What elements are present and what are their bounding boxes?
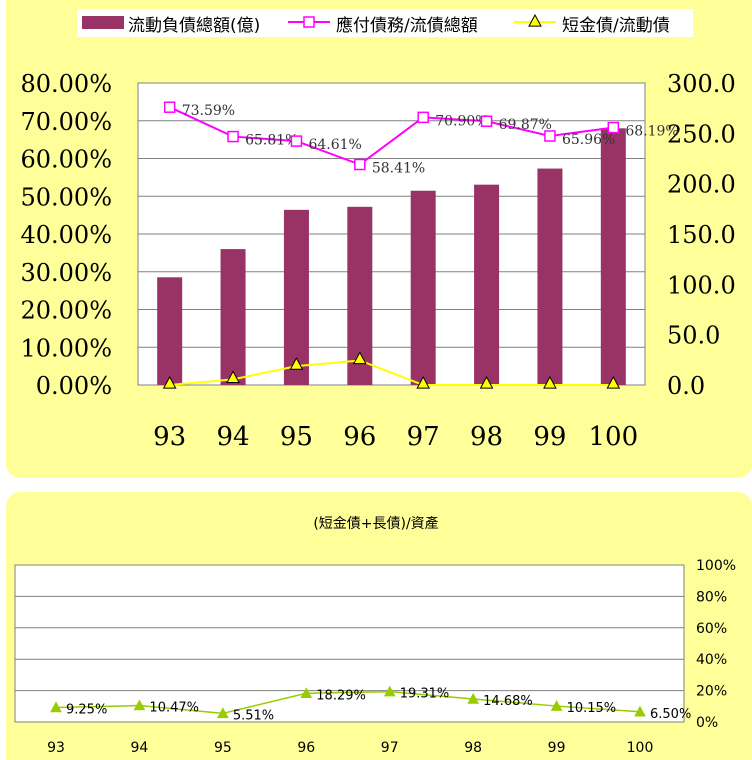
top-right-tick-label: 0.0: [667, 372, 705, 400]
top-right-tick-label: 100.0: [667, 271, 736, 299]
legend-label-current-liabilities: 流動負債總額(億): [128, 16, 260, 36]
legend-bar-swatch: [82, 16, 124, 29]
payable-data-label: 58.41%: [372, 161, 425, 177]
line-debt-to-assets: [55, 690, 641, 715]
top-right-tick-label: 250.0: [667, 120, 736, 148]
top-x-tick-label: 100: [588, 422, 638, 452]
top-x-tick-label: 94: [217, 422, 250, 452]
payable-data-label: 65.81%: [245, 133, 298, 149]
legend-label-payable-ratio: 應付債務/流債總額: [336, 15, 478, 36]
payable-marker: [163, 101, 176, 113]
top-x-tick-label: 95: [280, 422, 313, 452]
debt-to-assets-marker: [300, 687, 313, 699]
bottom-right-tick-label: 0%: [696, 715, 718, 731]
legend-payable-marker: [303, 16, 315, 28]
top-left-tick-label: 10.00%: [20, 334, 112, 362]
debt-to-assets-data-label: 5.51%: [233, 708, 274, 723]
bottom-right-tick-label: 60%: [696, 621, 727, 637]
payable-marker: [227, 130, 239, 143]
payable-marker: [354, 158, 366, 171]
top-left-tick-label: 0.00%: [36, 372, 112, 400]
top-x-tick-label: 99: [533, 422, 566, 452]
debt-to-assets-marker: [50, 701, 62, 713]
debt-to-assets-marker: [217, 707, 229, 719]
top-legend-box: [77, 9, 693, 37]
top-left-tick-label: 60.00%: [20, 146, 112, 174]
top-left-tick-label: 40.00%: [20, 221, 112, 249]
short-debt-marker: [352, 351, 367, 365]
debt-to-assets-marker: [634, 705, 646, 717]
top-left-tick-label: 50.00%: [20, 183, 112, 211]
bottom-x-tick-label: 100: [627, 740, 654, 756]
bottom-x-tick-label: 94: [131, 740, 149, 756]
bar-current-liabilities: [410, 190, 436, 385]
bottom-x-tick-label: 98: [464, 740, 482, 756]
debt-to-assets-marker: [467, 692, 479, 704]
debt-to-assets-data-label: 10.47%: [149, 701, 199, 716]
debt-to-assets-data-label: 10.15%: [567, 701, 617, 716]
payable-marker: [607, 121, 620, 134]
top-right-tick-label: 200.0: [667, 171, 736, 199]
bottom-chart-title: (短金債+長債)/資產: [313, 515, 438, 532]
bar-current-liabilities: [537, 168, 563, 385]
legend-label-short-debt-ratio: 短金債/流動債: [562, 16, 670, 36]
short-debt-marker: [162, 375, 177, 389]
bottom-right-tick-label: 80%: [696, 589, 727, 605]
short-debt-marker: [289, 357, 304, 370]
line-short-debt-ratio: [169, 359, 614, 386]
bar-current-liabilities: [220, 249, 246, 385]
payable-data-label: 69.87%: [499, 117, 552, 133]
bar-current-liabilities: [283, 209, 309, 385]
top-left-tick-label: 20.00%: [20, 297, 112, 325]
top-x-tick-label: 97: [407, 422, 440, 452]
top-x-tick-label: 96: [343, 422, 376, 452]
payable-marker: [290, 135, 303, 147]
bottom-x-tick-label: 93: [47, 740, 65, 756]
top-x-tick-label: 93: [153, 422, 186, 452]
bottom-x-tick-label: 96: [297, 740, 315, 756]
bar-current-liabilities: [474, 184, 500, 385]
short-debt-marker: [606, 375, 621, 389]
bottom-right-tick-label: 20%: [696, 684, 727, 700]
short-debt-marker: [226, 370, 240, 383]
payable-marker: [417, 111, 429, 124]
payable-data-label: 64.61%: [308, 137, 361, 153]
bottom-plot-area: [14, 564, 685, 723]
top-left-tick-label: 30.00%: [20, 259, 112, 287]
short-debt-marker: [479, 375, 494, 389]
debt-to-assets-data-label: 9.25%: [66, 702, 107, 717]
short-debt-marker: [543, 375, 557, 389]
bottom-right-tick-label: 40%: [696, 652, 727, 668]
bottom-right-tick-label: 100%: [696, 558, 736, 574]
debt-to-assets-data-label: 14.68%: [483, 694, 533, 709]
payable-marker: [544, 130, 556, 142]
debt-to-assets-marker: [133, 699, 146, 711]
payable-data-label: 65.96%: [562, 132, 615, 148]
short-debt-marker: [416, 375, 431, 389]
debt-to-assets-data-label: 19.31%: [400, 687, 450, 702]
line-payable-ratio: [169, 106, 614, 166]
debt-to-assets-marker: [383, 685, 396, 697]
bar-current-liabilities: [600, 128, 626, 386]
debt-to-assets-marker: [550, 700, 563, 711]
debt-to-assets-data-label: 18.29%: [316, 688, 366, 703]
bottom-x-tick-label: 99: [548, 740, 566, 756]
bar-current-liabilities: [157, 277, 183, 385]
payable-marker: [480, 115, 493, 127]
payable-data-label: 68.19%: [625, 124, 678, 140]
payable-data-label: 73.59%: [182, 103, 235, 119]
top-right-tick-label: 150.0: [667, 221, 736, 249]
bottom-x-tick-label: 97: [381, 740, 399, 756]
top-left-tick-label: 80.00%: [20, 70, 112, 98]
top-right-tick-label: 300.0: [667, 70, 736, 98]
legend-short-debt-marker: [528, 13, 542, 27]
top-right-tick-label: 50.0: [667, 322, 720, 350]
debt-to-assets-data-label: 6.50%: [650, 707, 691, 722]
bottom-x-tick-label: 95: [214, 740, 232, 756]
top-x-tick-label: 98: [470, 422, 503, 452]
payable-data-label: 70.90%: [435, 113, 488, 129]
top-left-tick-label: 70.00%: [20, 108, 112, 136]
